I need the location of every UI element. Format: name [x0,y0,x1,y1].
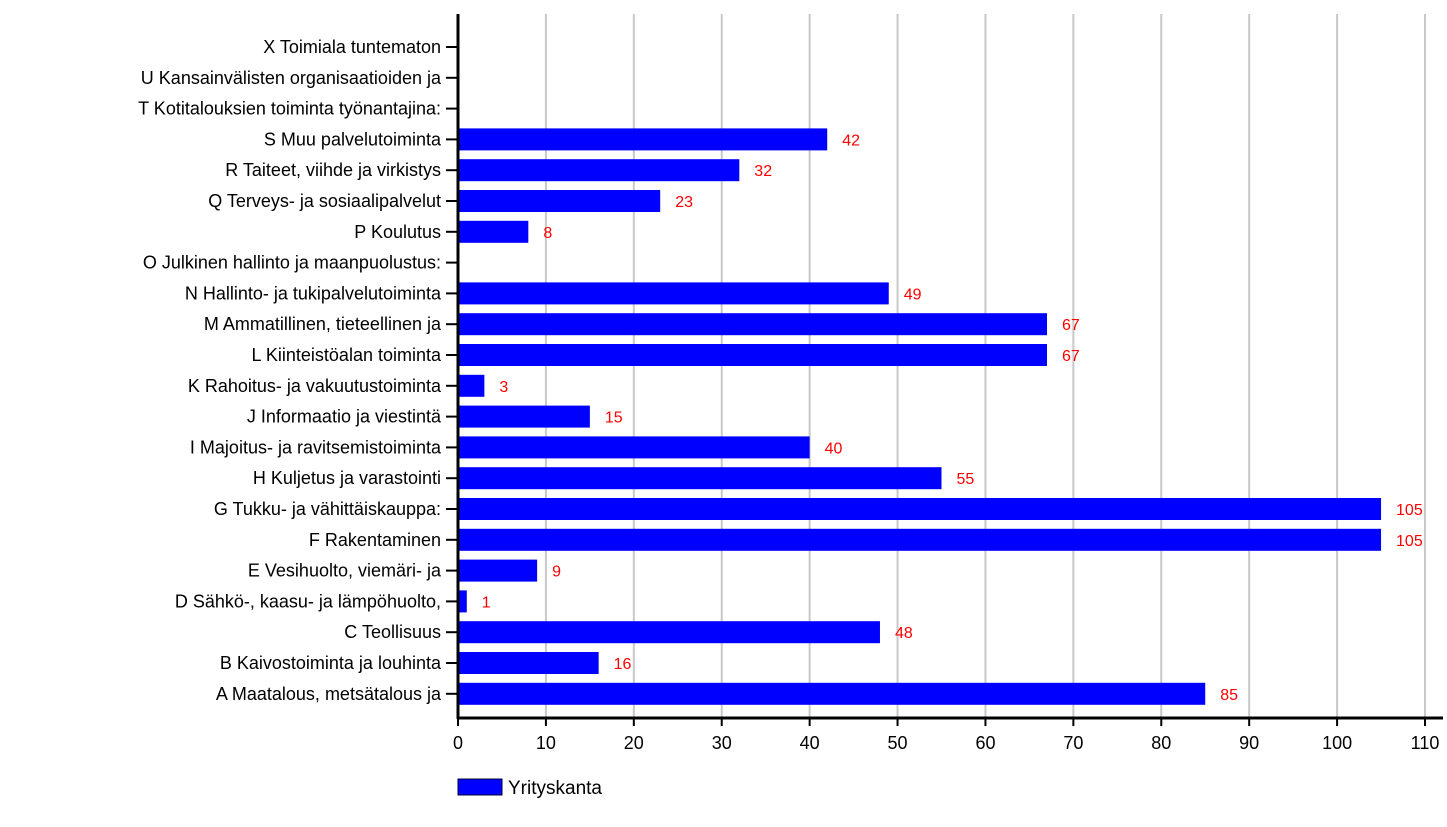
x-tick-label: 70 [1063,733,1083,753]
data-label: 8 [543,225,552,242]
category-label: O Julkinen hallinto ja maanpuolustus: [143,253,441,273]
x-tick-label: 90 [1239,733,1259,753]
category-label: D Sähkö-, kaasu- ja lämpöhuolto, [175,591,441,611]
data-label: 15 [605,410,623,427]
data-label: 67 [1062,348,1080,365]
category-label: G Tukku- ja vähittäiskauppa: [214,499,441,519]
x-tick-label: 100 [1322,733,1352,753]
category-label: T Kotitalouksien toiminta työnantajina: [138,99,441,119]
x-tick-label: 50 [888,733,908,753]
data-label: 9 [552,564,561,581]
bar [458,559,538,582]
bar [458,313,1047,336]
data-label: 1 [482,594,491,611]
bar [458,344,1047,366]
data-label: 105 [1396,502,1423,519]
data-label: 40 [825,440,843,457]
bar [458,405,590,428]
category-label: L Kiinteistöalan toiminta [252,345,442,365]
category-label: A Maatalous, metsätalous ja [216,684,442,704]
bars [458,128,1382,705]
x-tick-label: 30 [712,733,732,753]
legend-swatch [457,778,503,796]
x-tick-label: 110 [1411,733,1440,753]
bar [458,590,467,613]
category-label: N Hallinto- ja tukipalvelutoiminta [185,283,442,303]
category-label: Q Terveys- ja sosiaalipalvelut [208,191,441,211]
category-label: E Vesihuolto, viemäri- ja [248,561,442,581]
x-tick-label: 60 [975,733,995,753]
legend: Yrityskanta [457,778,602,799]
labels: 0 10 20 30 40 50 60 70 80 90 100 110 X Toimiala tunt… [138,37,1439,753]
bar [458,282,889,305]
category-label: C Teollisuus [344,622,441,642]
category-label: I Majoitus- ja ravitsemistoiminta [190,437,442,457]
data-label: 49 [904,286,922,303]
bar [458,528,1382,551]
data-label: 3 [499,379,508,396]
category-label: U Kansainvälisten organisaatioiden ja [141,68,442,88]
bar [458,374,485,397]
data-label: 67 [1062,317,1080,334]
data-label: 42 [842,132,860,149]
bar [458,159,740,182]
category-label: X Toimiala tuntematon [263,37,441,57]
category-label: H Kuljetus ja varastointi [253,468,441,488]
bar [458,652,599,674]
category-label: P Koulutus [354,222,441,242]
category-label: K Rahoitus- ja vakuutustoiminta [188,376,442,396]
legend-label: Yrityskanta [508,778,602,799]
x-tick-label: 20 [624,733,644,753]
data-label: 32 [754,163,772,180]
data-label: 105 [1396,533,1423,550]
bar [458,436,810,459]
x-tick-label: 0 [453,733,463,753]
bar [458,682,1206,705]
category-label: R Taiteet, viihde ja virkistys [225,160,441,180]
data-label: 16 [614,656,632,673]
axes [446,14,1443,726]
category-label: B Kaivostoiminta ja louhinta [220,653,442,673]
bar [458,467,942,490]
category-label: M Ammatillinen, tieteellinen ja [204,314,442,334]
data-label: 23 [675,194,693,211]
category-label: S Muu palvelutoiminta [264,129,442,149]
data-label: 48 [895,625,913,642]
category-label: F Rakentaminen [309,530,441,550]
x-tick-label: 40 [800,733,820,753]
bar [458,220,529,243]
bar [458,621,880,644]
x-tick-label: 80 [1151,733,1171,753]
x-tick-label: 10 [536,733,556,753]
bar [458,128,828,151]
bar [458,190,661,212]
data-label: 55 [957,471,975,488]
data-label: 85 [1220,687,1238,704]
category-label: J Informaatio ja viestintä [247,407,442,427]
bar [458,498,1382,520]
